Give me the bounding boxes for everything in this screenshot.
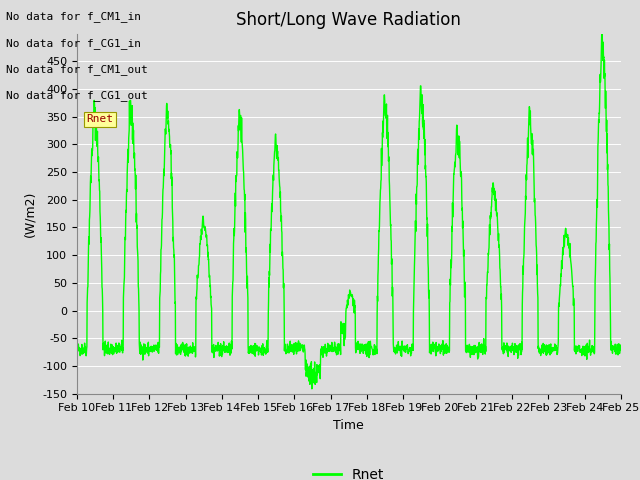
- Y-axis label: (W/m2): (W/m2): [24, 191, 36, 237]
- Text: No data for f_CM1_out: No data for f_CM1_out: [6, 64, 148, 75]
- Text: Rnet: Rnet: [86, 114, 113, 124]
- Text: No data for f_CG1_out: No data for f_CG1_out: [6, 90, 148, 101]
- X-axis label: Time: Time: [333, 419, 364, 432]
- Legend: Rnet: Rnet: [308, 462, 390, 480]
- Title: Short/Long Wave Radiation: Short/Long Wave Radiation: [236, 11, 461, 29]
- Text: No data for f_CG1_in: No data for f_CG1_in: [6, 37, 141, 48]
- Text: No data for f_CM1_in: No data for f_CM1_in: [6, 11, 141, 22]
